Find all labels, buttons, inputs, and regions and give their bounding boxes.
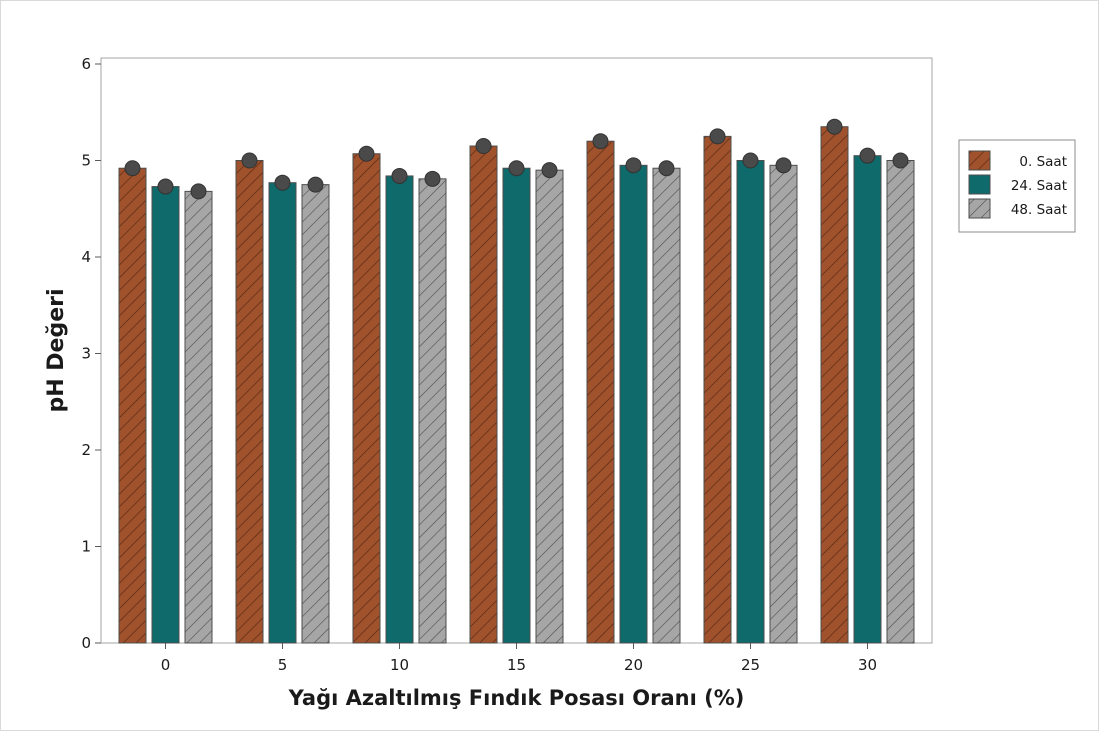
mean-marker xyxy=(391,167,408,184)
bars-group xyxy=(118,126,915,644)
mean-marker xyxy=(826,118,843,135)
mean-marker xyxy=(157,178,174,195)
bar-saat-48 xyxy=(886,160,915,644)
bar-saat-0 xyxy=(820,126,849,644)
bar-saat-48 xyxy=(184,190,213,644)
mean-markers-group xyxy=(124,118,909,200)
x-tick-label: 25 xyxy=(741,656,760,674)
x-axis: 0 5 10 15 20 25 30 xyxy=(161,643,877,674)
y-tick-label: 1 xyxy=(81,538,91,556)
mean-marker xyxy=(541,162,558,179)
mean-marker xyxy=(424,170,441,187)
bar-saat-24 xyxy=(385,175,414,644)
mean-marker xyxy=(475,138,492,155)
bar-saat-24 xyxy=(853,155,882,644)
x-tick-label: 5 xyxy=(278,656,288,674)
mean-marker xyxy=(124,160,141,177)
legend-label: 24. Saat xyxy=(1011,178,1067,194)
mean-marker xyxy=(625,157,642,174)
x-tick-label: 30 xyxy=(858,656,877,674)
bar-saat-0 xyxy=(703,135,732,644)
legend: 0. Saat 24. Saat 48. Saat xyxy=(958,139,1076,233)
y-tick-label: 4 xyxy=(81,248,91,266)
bar-saat-0 xyxy=(352,153,381,644)
bar-saat-48 xyxy=(535,169,564,644)
mean-marker xyxy=(709,128,726,145)
y-tick-label: 2 xyxy=(81,441,91,459)
legend-label: 48. Saat xyxy=(1011,202,1067,218)
bar-saat-48 xyxy=(652,167,681,644)
bar-saat-24 xyxy=(151,186,180,644)
x-tick-label: 10 xyxy=(390,656,409,674)
bar-saat-24 xyxy=(268,182,297,644)
legend-label: 0. Saat xyxy=(1019,154,1067,170)
legend-swatch xyxy=(968,198,991,219)
x-axis-title: Yağı Azaltılmış Fındık Posası Oranı (%) xyxy=(288,686,745,710)
bar-saat-48 xyxy=(418,178,447,644)
mean-marker xyxy=(892,152,909,169)
y-tick-label: 5 xyxy=(81,152,91,170)
bar-saat-24 xyxy=(619,164,648,644)
mean-marker xyxy=(307,176,324,193)
bar-saat-24 xyxy=(502,167,531,644)
mean-marker xyxy=(592,133,609,150)
bar-saat-0 xyxy=(235,160,264,644)
mean-marker xyxy=(190,183,207,200)
bar-saat-0 xyxy=(118,167,147,644)
mean-marker xyxy=(742,152,759,169)
legend-swatch xyxy=(968,174,991,195)
y-tick-label: 6 xyxy=(81,55,91,73)
mean-marker xyxy=(508,160,525,177)
bar-saat-0 xyxy=(469,145,498,644)
y-axis-title: pH Değeri xyxy=(44,288,69,412)
x-tick-label: 0 xyxy=(161,656,171,674)
bar-saat-0 xyxy=(586,140,615,644)
bar-saat-48 xyxy=(301,184,330,644)
mean-marker xyxy=(658,160,675,177)
mean-marker xyxy=(358,145,375,162)
bar-saat-48 xyxy=(769,164,798,644)
y-tick-label: 0 xyxy=(81,634,91,652)
mean-marker xyxy=(859,147,876,164)
legend-swatch xyxy=(968,150,991,171)
bar-saat-24 xyxy=(736,160,765,644)
y-axis: 0 1 2 3 4 5 6 xyxy=(81,55,101,652)
x-tick-label: 15 xyxy=(507,656,526,674)
mean-marker xyxy=(775,157,792,174)
mean-marker xyxy=(241,152,258,169)
mean-marker xyxy=(274,174,291,191)
x-tick-label: 20 xyxy=(624,656,643,674)
y-tick-label: 3 xyxy=(81,345,91,363)
